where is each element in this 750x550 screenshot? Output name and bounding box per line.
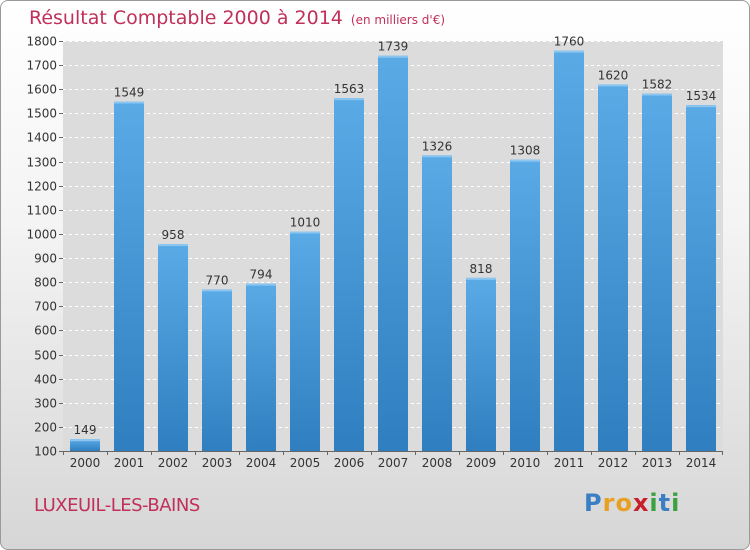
bar-2012	[598, 84, 628, 451]
y-tick-label: 500	[34, 349, 57, 363]
bar-value-label: 1326	[422, 139, 453, 153]
bar-2010	[510, 159, 540, 452]
bar-value-label: 149	[74, 423, 97, 437]
y-tick-label: 1700	[26, 59, 57, 73]
y-tick-label: 1400	[26, 131, 57, 145]
y-tick-label: 300	[34, 397, 57, 411]
bar-value-label: 1534	[686, 89, 717, 103]
x-tick-label: 2007	[378, 456, 409, 470]
bar-2006	[334, 98, 364, 452]
x-tick-label: 2010	[510, 456, 541, 470]
bar-value-label: 794	[250, 268, 273, 282]
x-tick-label: 2002	[158, 456, 189, 470]
bar-highlight	[378, 55, 408, 58]
x-tick-label: 2012	[598, 456, 629, 470]
x-tick-label: 2004	[246, 456, 277, 470]
y-tick-label: 1300	[26, 156, 57, 170]
x-tick-label: 2008	[422, 456, 453, 470]
y-tick-label: 1800	[26, 35, 57, 49]
bar-value-label: 1308	[510, 144, 541, 158]
bar-highlight	[290, 231, 320, 234]
x-tick-label: 2006	[334, 456, 365, 470]
y-tick-label: 600	[34, 324, 57, 338]
bar-2008	[422, 155, 452, 452]
y-tick-label: 200	[34, 421, 57, 435]
y-tick-label: 100	[34, 445, 57, 459]
bar-2002	[158, 244, 188, 451]
bar-highlight	[158, 244, 188, 247]
y-tick-label: 1200	[26, 180, 57, 194]
bar-highlight	[334, 98, 364, 101]
bar-value-label: 1582	[642, 78, 673, 92]
proxiti-logo: Proxiti	[584, 489, 680, 517]
logo-letter: r	[602, 489, 616, 517]
bar-2014	[686, 105, 716, 451]
bar-2003	[202, 289, 232, 451]
y-tick-label: 900	[34, 252, 57, 266]
bar-value-label: 770	[206, 273, 229, 287]
bar-2004	[246, 283, 276, 451]
bar-2005	[290, 231, 320, 451]
bar-highlight	[642, 93, 672, 96]
bar-value-label: 1549	[114, 86, 145, 100]
bar-2009	[466, 277, 496, 451]
bar-value-label: 1760	[554, 35, 585, 49]
logo-letter: i	[649, 489, 659, 517]
logo-letter: i	[671, 489, 681, 517]
bar-highlight	[202, 289, 232, 292]
y-tick-label: 400	[34, 373, 57, 387]
bar-value-label: 1010	[290, 216, 321, 230]
bar-highlight	[114, 101, 144, 104]
bar-highlight	[246, 283, 276, 286]
y-tick-label: 700	[34, 300, 57, 314]
bar-highlight	[466, 277, 496, 280]
x-tick-label: 2005	[290, 456, 321, 470]
bar-2000	[70, 439, 100, 451]
bar-highlight	[598, 84, 628, 87]
x-tick-label: 2013	[642, 456, 673, 470]
bar-2013	[642, 93, 672, 451]
x-tick-label: 2001	[114, 456, 145, 470]
x-tick-label: 2003	[202, 456, 233, 470]
bar-highlight	[554, 50, 584, 53]
location-label: LUXEUIL-LES-BAINS	[34, 495, 200, 516]
y-tick-label: 1100	[26, 204, 57, 218]
bar-value-label: 1563	[334, 82, 365, 96]
bar-2011	[554, 50, 584, 451]
logo-letter: o	[615, 489, 633, 517]
bar-highlight	[510, 159, 540, 162]
chart-title: Résultat Comptable 2000 à 2014 (en millie…	[29, 7, 445, 29]
logo-letter: x	[632, 489, 650, 517]
y-tick-label: 800	[34, 276, 57, 290]
bar-highlight	[422, 155, 452, 158]
x-tick-label: 2014	[686, 456, 717, 470]
y-tick-label: 1500	[26, 107, 57, 121]
bar-value-label: 818	[470, 262, 493, 276]
bar-highlight	[686, 105, 716, 108]
x-tick-label: 2011	[554, 456, 585, 470]
bar-value-label: 1739	[378, 40, 409, 54]
title-text: Résultat Comptable 2000 à 2014	[29, 7, 343, 29]
bar-value-label: 1620	[598, 68, 629, 82]
x-tick-label: 2000	[70, 456, 101, 470]
x-tick-label: 2009	[466, 456, 497, 470]
bar-highlight	[70, 439, 100, 442]
bar-value-label: 958	[162, 228, 185, 242]
bar-2007	[378, 55, 408, 452]
bar-2001	[114, 101, 144, 452]
y-tick-label: 1600	[26, 83, 57, 97]
logo-letter: t	[658, 489, 672, 517]
logo-letter: P	[584, 489, 603, 517]
y-tick-label: 1000	[26, 228, 57, 242]
chart-subtitle: (en milliers d'€)	[350, 13, 446, 27]
